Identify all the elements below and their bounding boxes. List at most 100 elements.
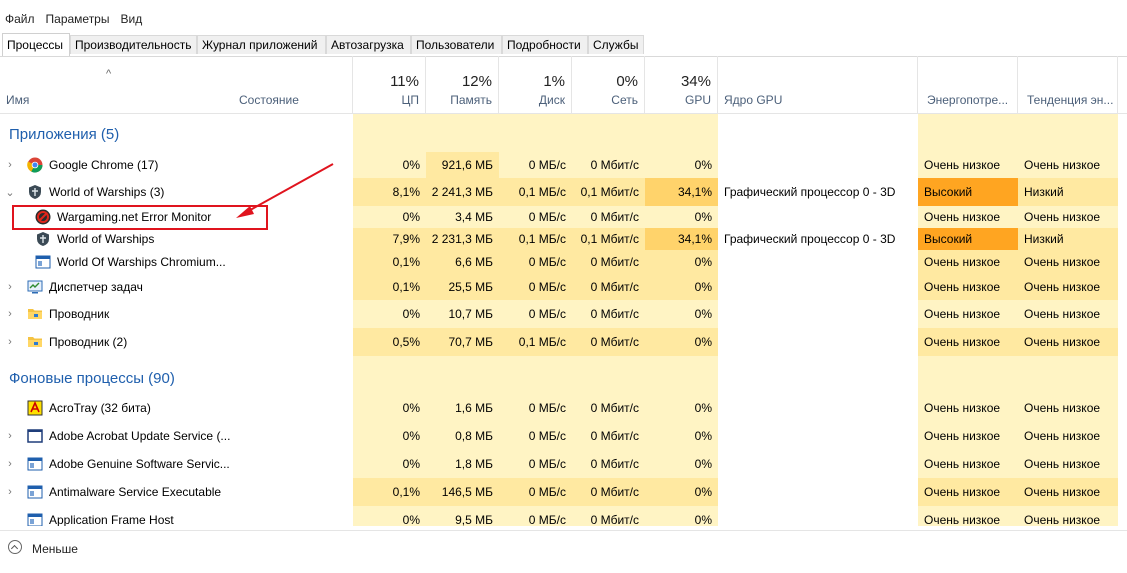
cell-cpu: 0% <box>402 307 420 321</box>
group-apps-title[interactable]: Приложения (5) <box>9 126 120 143</box>
cell-net: 0 Мбит/с <box>590 401 639 415</box>
folder-icon <box>27 334 43 350</box>
fewer-details-button[interactable]: Меньше <box>32 542 78 556</box>
group-background-title[interactable]: Фоновые процессы (90) <box>9 370 175 387</box>
table-row[interactable]: › Диспетчер задач 0,1% 25,5 МБ 0 МБ/с 0 Мбит/… <box>0 274 1127 300</box>
cell-power: Очень низкое <box>918 250 1018 274</box>
cell-disk: 0,1 МБ/с <box>499 328 572 356</box>
cell-trend: Очень низкое <box>1024 210 1101 224</box>
col-power[interactable]: Энергопотре... <box>918 56 1018 113</box>
menu-bar: Файл Параметры Вид <box>0 8 148 30</box>
cell-disk: 0 МБ/с <box>499 250 572 274</box>
cell-cpu: 7,9% <box>353 228 426 250</box>
tab-performance[interactable]: Производительность <box>70 35 197 54</box>
process-name: Adobe Genuine Software Servic... <box>49 457 230 471</box>
process-name: Проводник (2) <box>49 335 128 349</box>
cell-disk: 0,1 МБ/с <box>499 178 572 206</box>
col-cpu-pct: 11% <box>390 73 419 90</box>
table-row[interactable]: Wargaming.net Error Monitor 0% 3,4 МБ 0 МБ/… <box>0 206 1127 228</box>
cell-disk: 0 МБ/с <box>528 429 566 443</box>
col-name[interactable]: ^ Имя <box>0 56 233 113</box>
cell-mem: 70,7 МБ <box>426 328 499 356</box>
tab-processes[interactable]: Процессы <box>2 33 70 56</box>
col-gpu[interactable]: 34% GPU <box>645 56 718 113</box>
chevron-right-icon[interactable]: › <box>8 430 12 442</box>
table-row[interactable]: › Adobe Acrobat Update Service (... 0% 0,8 … <box>0 422 1127 450</box>
table-row[interactable]: › Antimalware Service Executable 0,1% 146,5… <box>0 478 1127 506</box>
table-row[interactable]: AcroTray (32 бита) 0% 1,6 МБ 0 МБ/с 0 Мбит/с… <box>0 394 1127 422</box>
cell-net: 0 Мбит/с <box>572 478 645 506</box>
cell-mem: 1,8 МБ <box>455 457 493 471</box>
col-name-label: Имя <box>6 93 30 107</box>
cell-disk: 0 МБ/с <box>528 158 566 172</box>
cell-net: 0 Мбит/с <box>572 328 645 356</box>
cell-trend: Очень низкое <box>1024 429 1101 443</box>
cell-net: 0 Мбит/с <box>572 250 645 274</box>
chevron-right-icon[interactable]: › <box>8 308 12 320</box>
menu-view[interactable]: Вид <box>120 12 143 26</box>
cell-gpu: 0% <box>694 429 712 443</box>
tab-details[interactable]: Подробности <box>502 35 588 54</box>
col-status[interactable]: Состояние <box>233 56 353 113</box>
col-gpu-engine[interactable]: Ядро GPU <box>718 56 918 113</box>
col-power-trend[interactable]: Тенденция эн... <box>1018 56 1118 113</box>
chevron-right-icon[interactable]: › <box>8 281 12 293</box>
cell-trend: Очень низкое <box>1018 250 1118 274</box>
table-row[interactable]: › Adobe Genuine Software Servic... 0% 1,8 М… <box>0 450 1127 478</box>
window-icon <box>27 484 43 500</box>
column-header: ^ Имя Состояние 11% ЦП 12% Память 1% Дис… <box>0 56 1127 114</box>
tab-users[interactable]: Пользователи <box>411 35 502 54</box>
cell-cpu: 0% <box>402 210 420 224</box>
tab-startup[interactable]: Автозагрузка <box>326 35 411 54</box>
sort-caret-icon: ^ <box>106 68 112 80</box>
tab-services[interactable]: Службы <box>588 35 644 54</box>
col-power-label: Энергопотре... <box>927 93 1009 107</box>
menu-options[interactable]: Параметры <box>45 12 110 26</box>
table-row[interactable]: › Проводник (2) 0,5% 70,7 МБ 0,1 МБ/с 0 Мбит/… <box>0 328 1127 356</box>
tab-bar: Процессы Производительность Журнал прило… <box>0 33 1127 57</box>
cell-gpu: 0% <box>694 457 712 471</box>
cell-cpu: 0% <box>402 429 420 443</box>
cell-cpu: 0% <box>402 158 420 172</box>
cell-mem: 2 231,3 МБ <box>426 228 499 250</box>
cell-net: 0 Мбит/с <box>590 429 639 443</box>
table-row[interactable]: World Of Warships Chromium... 0,1% 6,6 МБ 0… <box>0 250 1127 274</box>
cell-net: 0 Мбит/с <box>590 457 639 471</box>
process-name: World of Warships <box>57 232 155 246</box>
col-disk[interactable]: 1% Диск <box>499 56 572 113</box>
table-row[interactable]: World of Warships 7,9% 2 231,3 МБ 0,1 МБ/с 0… <box>0 228 1127 250</box>
collapse-up-icon[interactable] <box>8 540 22 554</box>
col-cpu[interactable]: 11% ЦП <box>353 56 426 113</box>
cell-gpu: 34,1% <box>645 178 718 206</box>
chevron-right-icon[interactable]: › <box>8 159 12 171</box>
menu-file[interactable]: Файл <box>5 12 35 26</box>
chevron-right-icon[interactable]: › <box>8 486 12 498</box>
process-name-cell: › Antimalware Service Executable <box>5 478 221 506</box>
process-name: Antimalware Service Executable <box>49 485 222 499</box>
table-row[interactable]: › Проводник 0% 10,7 МБ 0 МБ/с 0 Мбит/с 0% Очень… <box>0 300 1127 328</box>
tab-app-history[interactable]: Журнал приложений <box>197 35 326 54</box>
process-name: Диспетчер задач <box>49 280 143 294</box>
chevron-right-icon[interactable]: › <box>8 336 12 348</box>
col-net[interactable]: 0% Сеть <box>572 56 645 113</box>
cell-net: 0,1 Мбит/с <box>572 228 645 250</box>
col-mem[interactable]: 12% Память <box>426 56 499 113</box>
window-icon <box>35 254 51 270</box>
col-gpu-label: GPU <box>684 93 711 107</box>
cell-cpu: 0% <box>402 401 420 415</box>
table-row[interactable]: Application Frame Host 0% 9,5 МБ 0 МБ/с 0 Мб… <box>0 506 1127 526</box>
chevron-right-icon[interactable]: › <box>8 458 12 470</box>
cell-power: Высокий <box>918 178 1018 206</box>
cell-engine: Графический процессор 0 - 3D <box>724 232 896 246</box>
table-row[interactable]: › Google Chrome (17) 0% 921,6 МБ 0 МБ/с 0 Мби… <box>0 152 1127 178</box>
cell-disk: 0 МБ/с <box>528 401 566 415</box>
service-icon <box>27 428 43 444</box>
chevron-down-icon[interactable]: ⌄ <box>5 186 15 199</box>
table-row[interactable]: ⌄ World of Warships (3) 8,1% 2 241,3 МБ 0,1 … <box>0 178 1127 206</box>
process-name: World of Warships (3) <box>49 185 165 199</box>
process-name-cell: › Проводник (2) <box>5 328 127 356</box>
col-mem-label: Память <box>450 93 492 107</box>
process-name: Application Frame Host <box>49 513 174 526</box>
process-name-cell: ⌄ World of Warships (3) <box>5 178 164 206</box>
col-status-label: Состояние <box>239 93 299 107</box>
